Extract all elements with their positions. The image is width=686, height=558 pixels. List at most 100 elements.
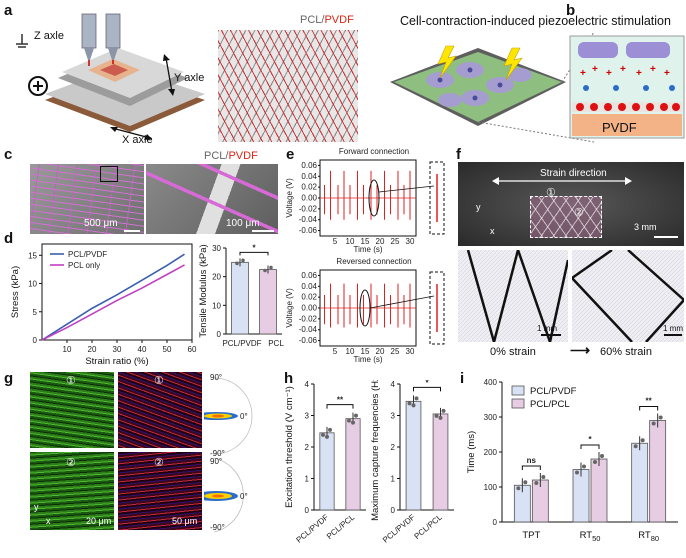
x-tick-label: 30 — [406, 237, 415, 246]
y-tick-label: -0.04 — [299, 215, 318, 224]
y-tick-label: 0 — [305, 506, 310, 515]
scale-label-f-top: 3 mm — [634, 222, 657, 232]
y-tick-label: 100 — [484, 483, 498, 492]
data-point — [414, 396, 419, 401]
data-point — [241, 258, 245, 263]
y-axis-label: Y axle — [174, 72, 205, 84]
data-point — [541, 475, 546, 479]
forward-zoom-line — [378, 185, 435, 193]
strain-60-label: 60% strain — [600, 346, 652, 358]
reversed-y-axis-label: Voltage (V) — [286, 288, 294, 328]
data-point — [438, 415, 443, 420]
x-tick-label: 50 — [163, 345, 172, 354]
y-tick-label: 0.04 — [301, 282, 317, 291]
bar-PCL — [259, 269, 277, 335]
reversed-zoom-line — [369, 295, 435, 309]
forward-y-axis-label: Voltage (V) — [286, 178, 294, 218]
g-region-1-left: ① — [66, 375, 76, 387]
sem-image-low-mag — [30, 164, 144, 234]
strain-direction-arrow — [492, 177, 632, 185]
y-tick-label: -0.02 — [299, 314, 318, 323]
x-tick-label: 10 — [346, 237, 355, 246]
data-point — [640, 438, 645, 443]
y-axis-label: Stress (kPa) — [10, 266, 21, 318]
x-tick-label-RT80: RT80 — [638, 530, 659, 543]
bar-PCL/PVDF-RT80 — [631, 442, 649, 523]
data-point — [407, 401, 412, 406]
svg-text:+: + — [636, 68, 642, 79]
x-tick-label: PCL/PCL — [412, 512, 444, 541]
y-tick-label: -0.06 — [299, 336, 318, 345]
svg-text:+: + — [606, 68, 612, 79]
g-angle-bot-1: -90° — [210, 449, 225, 458]
series-line-PCL only — [41, 264, 185, 341]
y-tick-label: 5 — [33, 308, 38, 317]
significance-label: ns — [527, 456, 537, 465]
g-angle-bot-2: -90° — [210, 523, 225, 532]
legend-swatch-PCL/PCL — [511, 398, 525, 409]
y-tick-label: -0.04 — [299, 325, 318, 334]
x-tick-label: 5 — [333, 237, 338, 246]
data-point — [269, 265, 273, 270]
y-tick-label: 0 — [217, 330, 222, 339]
region-1-marker: ① — [546, 187, 556, 199]
y-tick-label: 0.02 — [301, 293, 317, 302]
y-tick-label: 3 — [305, 412, 310, 421]
mesh-0-strain-image — [458, 250, 568, 342]
significance-label: ** — [646, 397, 653, 406]
x-tick-label: 40 — [138, 345, 147, 354]
x-tick-label: 10 — [346, 347, 355, 356]
stain-image-2 — [118, 452, 202, 530]
x-tick-label: 20 — [88, 345, 97, 354]
svg-text:+: + — [620, 64, 626, 75]
strain-0-label: 0% strain — [490, 346, 536, 358]
legend-label: PCL/PVDF — [530, 386, 577, 397]
data-point — [351, 420, 355, 425]
bar-PCL/PCL-RT80 — [649, 420, 667, 523]
x-tick-label: PCL — [268, 339, 284, 348]
panel-label-b: b — [566, 2, 576, 19]
g-angle-mid-1: 0° — [240, 412, 248, 421]
voltage-time-charts: Forward connection0.060.040.020.00-0.02-… — [286, 147, 445, 364]
scale-label-f-bl: 1 mm — [537, 324, 557, 333]
reversed-zoom-box — [429, 271, 445, 345]
x-tick-label: 30 — [406, 347, 415, 356]
scale-label-f-br: 1 mm — [663, 324, 683, 333]
y-tick-label: 4 — [391, 380, 396, 389]
g-angle-top-2: 90° — [210, 457, 222, 466]
orientation-polar-plots: 90° 0° -90° 90° 0° -90° — [204, 373, 253, 532]
y-tick-label: 10 — [212, 301, 221, 310]
legend-label: PCL/PVDF — [68, 250, 107, 259]
scale-label-c-right: 100 μm — [226, 218, 260, 229]
mesh-image — [218, 30, 358, 142]
scale-bar-f-top — [654, 236, 678, 238]
significance-bracket — [239, 251, 269, 256]
panel-label-c: c — [4, 146, 13, 163]
y-tick-label: 0.04 — [301, 172, 317, 181]
legend-swatch-PCL/PVDF — [511, 385, 525, 396]
y-tick-label: 1 — [391, 475, 396, 484]
y-tick-label: 0.06 — [301, 271, 317, 280]
panel-label-e: e — [286, 146, 295, 163]
strain-direction-label: Strain direction — [540, 168, 607, 179]
x-tick-label: PCL/PCL — [325, 512, 357, 541]
data-point — [321, 432, 325, 437]
forward-highlight — [368, 179, 380, 217]
time-bar-chart: 0 100 200 300 400 Time (ms) ns TPT * RT50 ** RT80 PC… — [466, 378, 678, 543]
x-tick-label: 60 — [188, 345, 197, 354]
y-tick-label: 0.06 — [301, 161, 317, 170]
svg-text:+: + — [580, 68, 586, 79]
x-tick-label: PCL/PVDF — [295, 513, 331, 545]
data-point — [582, 464, 586, 469]
y-tick-label: 2 — [391, 443, 396, 452]
forward-x-axis-label: Time (s) — [353, 245, 382, 254]
sem-image-high-mag — [146, 164, 278, 234]
y-tick-label: 3 — [391, 412, 396, 421]
scale-label-g-left: 20 μm — [86, 516, 112, 526]
tensile-modulus-chart: 0 10 20 30 PCL/PVDF PCL * Tensile Modulus (kPa) — [198, 243, 284, 348]
g-region-2-right: ② — [154, 457, 164, 469]
svg-text:+: + — [664, 68, 670, 79]
material-label-a: PCL/PVDF — [300, 14, 354, 26]
panel-label-i: i — [460, 370, 465, 387]
